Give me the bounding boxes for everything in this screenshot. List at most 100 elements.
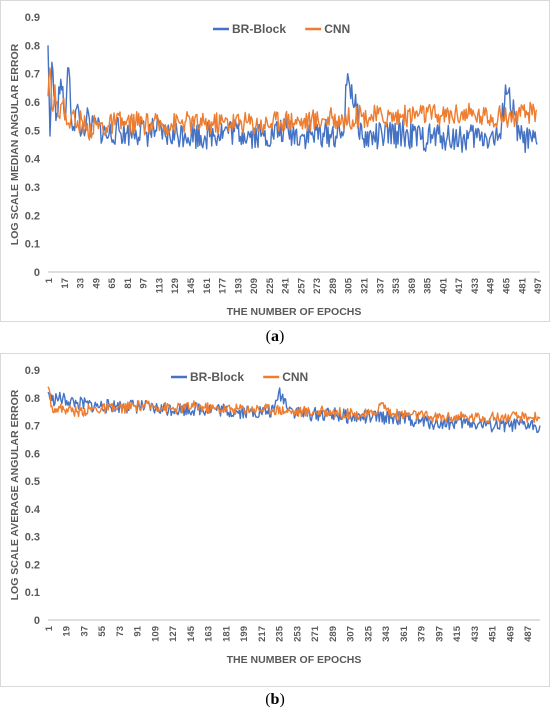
- legend-label-br-block: BR-Block: [232, 22, 286, 36]
- caption-b-letter: b: [270, 691, 280, 708]
- x-tick-label: 325: [363, 625, 374, 642]
- x-tick-label: 497: [533, 278, 544, 294]
- caption-a-letter: a: [271, 328, 279, 345]
- x-tick-label: 109: [150, 626, 161, 642]
- x-tick-label: 451: [488, 625, 499, 642]
- y-tick-label: 0.8: [25, 40, 40, 52]
- x-tick-label: 235: [275, 625, 286, 642]
- series-line-cnn: [47, 386, 541, 424]
- y-axis-title: LOG SCALE AVERAGE ANGULAR ERROR: [9, 389, 21, 600]
- x-tick-label: 19: [62, 626, 73, 637]
- x-tick-label: 379: [417, 626, 428, 642]
- x-tick-label: 433: [470, 278, 481, 294]
- chart-panel-a: 0 0.1 0.2 0.3 0.4 0.5 0.6 0.7 0.8 0.9 1 17 33 49 65 81 9…: [0, 0, 550, 322]
- x-tick-label: 49: [91, 278, 102, 289]
- y-tick-label: 0: [34, 615, 40, 627]
- x-tick-label: 1: [44, 277, 55, 283]
- chart-panel-b: 0 0.1 0.2 0.3 0.4 0.5 0.6 0.7 0.8 0.9 1 19 37 55 73 91 1…: [0, 353, 550, 687]
- y-tick-label: 0.3: [25, 182, 40, 194]
- x-tick-label: 199: [239, 626, 250, 642]
- y-tick-label: 0.3: [25, 532, 40, 544]
- x-tick-label: 55: [97, 625, 108, 636]
- chart-a: 0 0.1 0.2 0.3 0.4 0.5 0.6 0.7 0.8 0.9 1 17 33 49 65 81 9…: [9, 12, 544, 318]
- x-tick-label: 307: [346, 626, 357, 642]
- x-tick-label: 209: [249, 278, 260, 294]
- x-tick-label: 37: [79, 626, 90, 637]
- x-tick-label: 353: [391, 278, 402, 294]
- x-tick-label: 17: [60, 278, 71, 289]
- x-tick-label: 113: [154, 278, 165, 293]
- y-tick-label: 0.9: [25, 12, 40, 24]
- x-tick-label: 161: [202, 277, 213, 294]
- x-tick-label: 257: [296, 278, 307, 294]
- x-tick-label: 337: [375, 278, 386, 294]
- x-tick-label: 193: [233, 278, 244, 294]
- x-tick-label: 129: [170, 278, 181, 294]
- legend-label-cnn: CNN: [282, 370, 308, 384]
- x-tick-label: 417: [454, 278, 465, 294]
- series-line-cnn: [47, 67, 538, 141]
- x-tick-label: 241: [281, 277, 292, 294]
- y-tick-label: 0.8: [25, 393, 40, 405]
- x-tick-label: 469: [505, 626, 516, 642]
- y-tick-label: 0.4: [25, 504, 41, 516]
- x-tick-label: 225: [265, 277, 276, 294]
- y-tick-label: 0.7: [25, 69, 40, 81]
- y-tick-label: 0.1: [25, 587, 40, 599]
- x-tick-label: 271: [310, 625, 321, 642]
- x-axis-title: THE NUMBER OF EPOCHS: [227, 654, 362, 666]
- y-axis-title: LOG SCALE MEDIAN ANGULAR ERROR: [9, 43, 21, 245]
- y-tick-label: 0.5: [25, 125, 40, 137]
- x-tick-label: 145: [186, 277, 197, 294]
- x-tick-label: 449: [486, 278, 497, 294]
- x-tick-label: 385: [423, 277, 434, 294]
- caption-b: (b): [265, 691, 285, 708]
- x-tick-label: 305: [344, 277, 355, 294]
- x-tick-label: 343: [381, 626, 392, 642]
- y-tick-label: 0.5: [25, 476, 40, 488]
- x-tick-label: 217: [257, 626, 268, 642]
- x-tick-label: 397: [434, 626, 445, 642]
- x-tick-label: 481: [517, 277, 528, 294]
- y-tick-label: 0.9: [25, 365, 40, 377]
- x-tick-label: 289: [328, 278, 339, 294]
- x-tick-label: 81: [123, 277, 134, 288]
- x-tick-label: 163: [204, 626, 215, 642]
- x-tick-label: 289: [328, 626, 339, 642]
- x-tick-label: 97: [139, 278, 150, 289]
- y-tick-label: 0: [34, 267, 40, 279]
- x-tick-label: 181: [221, 625, 232, 642]
- x-tick-label: 487: [523, 626, 534, 642]
- y-tick-label: 0.4: [25, 154, 41, 166]
- x-tick-label: 253: [292, 626, 303, 642]
- x-tick-label: 321: [360, 277, 371, 294]
- x-tick-label: 177: [218, 278, 229, 294]
- x-tick-label: 465: [501, 277, 512, 294]
- x-axis-title: THE NUMBER OF EPOCHS: [227, 306, 362, 318]
- x-tick-label: 273: [312, 278, 323, 294]
- x-tick-label: 91: [133, 625, 144, 636]
- x-tick-label: 415: [452, 625, 463, 642]
- legend-label-br-block: BR-Block: [190, 370, 244, 384]
- x-tick-label: 1: [44, 625, 55, 631]
- x-tick-label: 401: [438, 277, 449, 294]
- caption-a: (a): [265, 328, 285, 345]
- y-tick-label: 0.7: [25, 421, 40, 433]
- x-tick-label: 33: [76, 278, 87, 289]
- legend-label-cnn: CNN: [324, 22, 350, 36]
- x-tick-label: 369: [407, 278, 418, 294]
- y-tick-label: 0.1: [25, 239, 40, 251]
- y-tick-label: 0.6: [25, 97, 40, 109]
- x-tick-label: 73: [115, 626, 126, 637]
- y-tick-label: 0.6: [25, 448, 40, 460]
- x-tick-label: 127: [168, 626, 179, 642]
- x-tick-label: 145: [186, 625, 197, 642]
- x-tick-label: 361: [399, 625, 410, 642]
- x-tick-label: 433: [470, 626, 481, 642]
- x-tick-label: 65: [107, 277, 118, 288]
- y-tick-label: 0.2: [25, 559, 40, 571]
- series-line-br-block: [47, 45, 538, 153]
- y-tick-label: 0.2: [25, 210, 40, 222]
- chart-b: 0 0.1 0.2 0.3 0.4 0.5 0.6 0.7 0.8 0.9 1 19 37 55 73 91 1…: [9, 365, 541, 666]
